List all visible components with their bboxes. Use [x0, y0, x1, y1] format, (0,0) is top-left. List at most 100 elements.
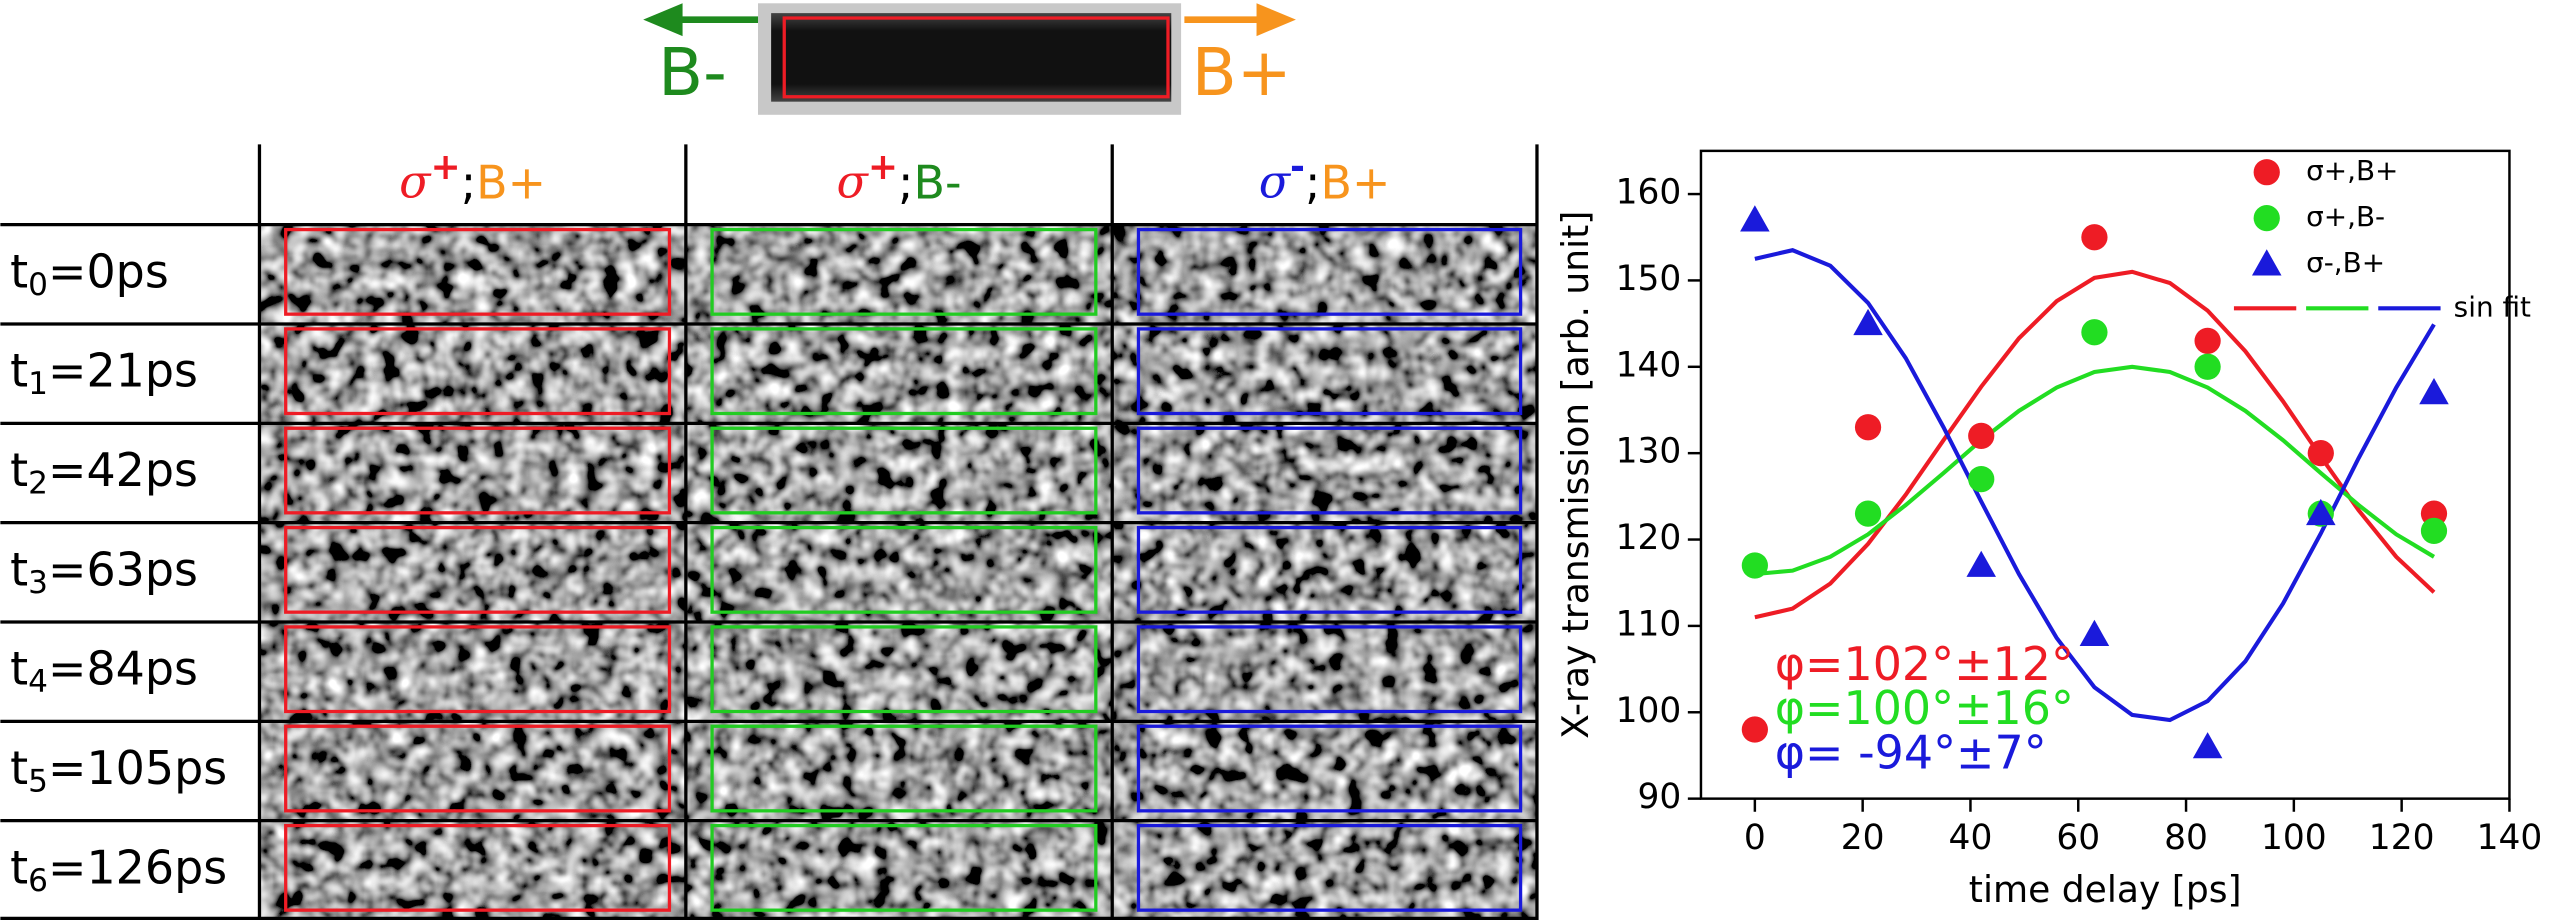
- xray-image: [685, 522, 1113, 623]
- triangle-marker: [1740, 205, 1770, 232]
- circle-marker: [2253, 159, 2280, 186]
- xray-image: [1112, 522, 1537, 623]
- row-label: t3=63ps: [10, 542, 198, 601]
- region-outline: [710, 227, 1098, 316]
- xray-image: [1112, 820, 1537, 920]
- xray-image: [1112, 324, 1537, 424]
- fit-line: [1754, 248, 2436, 723]
- circle-marker: [1854, 414, 1882, 441]
- xray-image: [259, 423, 686, 523]
- time: t: [10, 840, 28, 894]
- delay: =42ps: [48, 443, 198, 497]
- circle-marker: [1968, 422, 1995, 450]
- legend-label: sin fit: [2454, 290, 2531, 323]
- sign: +: [430, 146, 460, 188]
- index: 0: [28, 267, 48, 303]
- field-label-right: B+: [1192, 35, 1292, 111]
- y-tick-label: 120: [1616, 518, 1682, 558]
- row-label: t0=0ps: [10, 244, 169, 303]
- region-outline: [284, 625, 672, 714]
- y-tick-label: 160: [1616, 173, 1682, 213]
- chart: 0 20 40 60 80 100 120 140 90 100 110 120 130 140 150 16…: [1555, 149, 2542, 911]
- x-tick-label: 60: [2056, 818, 2100, 858]
- separator: ;: [461, 155, 476, 209]
- xray-image: [685, 423, 1113, 523]
- region-outline: [1136, 625, 1523, 714]
- circle-marker: [1854, 500, 1882, 527]
- circle-marker: [2081, 224, 2108, 251]
- region-outline: [1136, 426, 1523, 515]
- circle-marker: [1741, 716, 1768, 743]
- index: 6: [28, 863, 48, 899]
- field-label-left: B-: [658, 35, 727, 111]
- delay: =126ps: [48, 840, 227, 894]
- xray-image: [1112, 423, 1537, 523]
- separator: ;: [898, 155, 913, 209]
- xray-image: [259, 224, 686, 325]
- y-tick-label: 90: [1637, 777, 1681, 817]
- triangle-marker: [2419, 377, 2449, 405]
- delay: =63ps: [48, 542, 198, 596]
- sigma: σ: [399, 154, 432, 208]
- circle-marker: [1741, 552, 1768, 579]
- delay: =84ps: [48, 641, 198, 695]
- xray-image: [259, 522, 686, 623]
- delay: =0ps: [48, 244, 169, 298]
- region-outline: [284, 227, 672, 316]
- y-tick-label: 110: [1616, 604, 1682, 644]
- region-outline: [1136, 823, 1523, 912]
- region-outline: [284, 525, 672, 614]
- index: 1: [28, 366, 48, 402]
- x-axis-label: time delay [ps]: [1969, 869, 2242, 911]
- sample-outline: [782, 16, 1170, 99]
- circle-marker: [2194, 327, 2221, 355]
- index: 2: [28, 465, 48, 501]
- y-tick-label: 150: [1616, 259, 1682, 299]
- legend-label: σ+,B-: [2306, 200, 2385, 233]
- time: t: [10, 542, 28, 596]
- triangle-marker: [1853, 308, 1883, 336]
- annotation: φ=100°±16°: [1775, 681, 2074, 735]
- row-label: t6=126ps: [10, 840, 227, 899]
- row-label: t5=105ps: [10, 741, 227, 800]
- arrow-right-head: [1256, 3, 1296, 37]
- region-outline: [284, 724, 672, 813]
- fit-line: [1754, 364, 2436, 577]
- column-header: σ+;B+: [399, 146, 546, 209]
- index: 3: [28, 565, 48, 601]
- index: 5: [28, 763, 48, 799]
- triangle-marker: [1966, 550, 1996, 577]
- time: t: [10, 343, 28, 397]
- time: t: [10, 641, 28, 695]
- legend-label: σ-,B+: [2306, 246, 2385, 279]
- circle-marker: [2420, 517, 2448, 545]
- triangle-marker: [2251, 249, 2282, 276]
- x-tick-label: 40: [1949, 818, 1993, 858]
- x-tick-label: 100: [2261, 818, 2327, 858]
- image-table: σ+;B+ σ+;B-σ-;B+t0=0pst1=21pst2=42pst3=63…: [0, 144, 1539, 920]
- y-tick-label: 100: [1616, 691, 1682, 731]
- xray-image: [685, 224, 1113, 325]
- legend-label: σ+,B+: [2306, 154, 2398, 187]
- xray-image: [1112, 224, 1537, 325]
- xray-image: [259, 820, 686, 920]
- xray-image: [685, 820, 1113, 920]
- circle-marker: [2307, 440, 2334, 467]
- region-outline: [1136, 327, 1523, 416]
- xray-image: [1112, 721, 1537, 821]
- xray-image: [1112, 622, 1537, 722]
- triangle-marker: [2079, 619, 2110, 647]
- sign: +: [868, 146, 898, 188]
- region-outline: [710, 823, 1098, 912]
- sample-bar: [771, 13, 1172, 102]
- arrow-left-head: [643, 3, 683, 37]
- y-tick-label: 140: [1616, 345, 1682, 385]
- sigma: σ: [836, 154, 869, 208]
- delay: =105ps: [48, 741, 227, 795]
- region-outline: [710, 525, 1098, 614]
- xray-image: [259, 622, 686, 722]
- region-outline: [1136, 724, 1523, 813]
- region-outline: [284, 426, 672, 515]
- circle-marker: [2253, 204, 2280, 232]
- row-label: t2=42ps: [10, 443, 198, 502]
